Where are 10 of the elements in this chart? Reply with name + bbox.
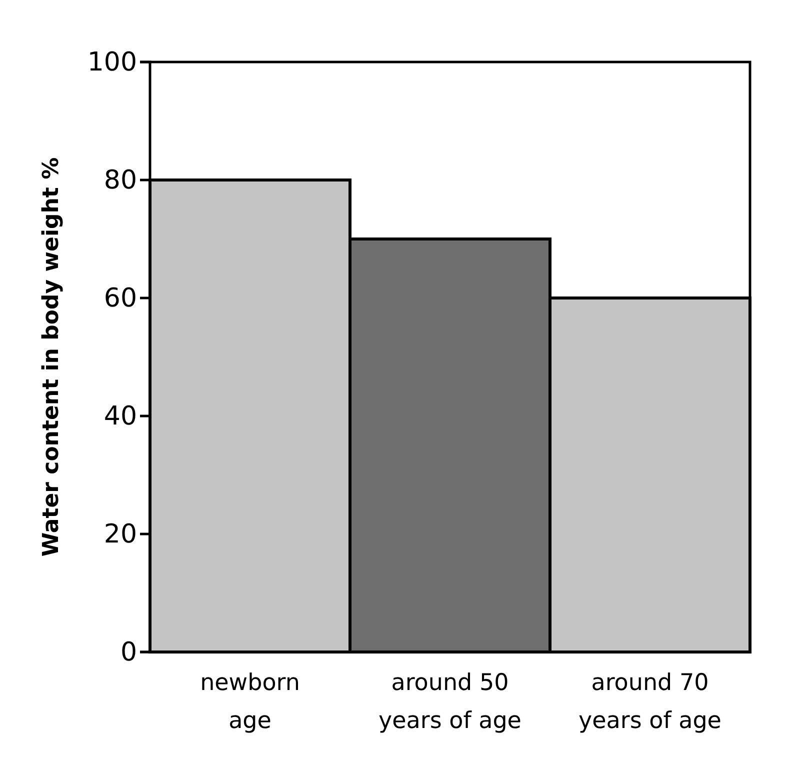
y-tick-label: 20 [104, 519, 137, 550]
x-tick-label: newborn age [200, 670, 300, 734]
y-axis-title: Water content in body weight % [39, 157, 64, 557]
y-tick-label: 0 [120, 637, 137, 668]
x-tick-label: around 70 years of age [578, 670, 722, 734]
x-tick-label: around 50 years of age [378, 670, 522, 734]
y-tick-label: 60 [104, 283, 137, 314]
y-tick-label: 40 [104, 401, 137, 432]
y-tick-label: 80 [104, 165, 137, 196]
y-tick-label: 100 [87, 47, 137, 78]
